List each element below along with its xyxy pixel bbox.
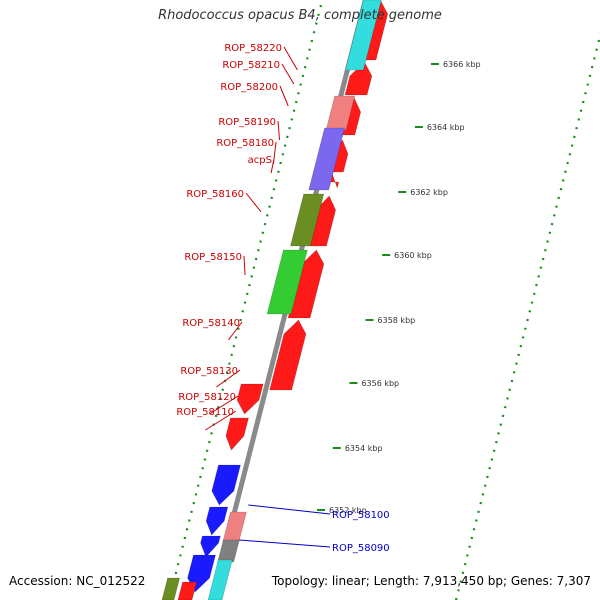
reverse-gene-arrow — [236, 383, 264, 415]
gene-label: ROP_58180 — [216, 138, 274, 149]
gene-label-leader — [248, 504, 331, 515]
scale-tick-label: 6354 kbp — [345, 444, 383, 453]
scale-tick-label: 6358 kbp — [378, 316, 416, 325]
scale-tick-label: 6352 kbp — [329, 506, 367, 515]
gene-label: ROP_58120 — [178, 392, 236, 403]
genome-title: Rhodococcus opacus B4, complete genome — [158, 8, 442, 23]
gene-label: ROP_58090 — [332, 543, 390, 554]
gene-label-leader — [205, 410, 237, 431]
gene-label: ROP_58200 — [220, 82, 278, 93]
reverse-gene-arrow — [205, 506, 229, 536]
gene-purple — [308, 127, 345, 191]
gene-label-leader — [239, 539, 331, 548]
scale-tick-label: 6366 kbp — [443, 60, 481, 69]
gene-label: ROP_58140 — [182, 318, 240, 329]
gc-track-outer — [454, 31, 600, 600]
reverse-gene-arrow — [200, 535, 221, 558]
gene-label: ROP_58110 — [176, 407, 234, 418]
gene-label: ROP_58190 — [218, 117, 276, 128]
gene-label-leader — [243, 255, 246, 276]
gene-olive — [161, 577, 181, 600]
gene-label: ROP_58160 — [186, 189, 244, 200]
accession-label: Accession: NC_012522 — [9, 574, 146, 588]
gene-label-leader — [209, 395, 239, 415]
gene-label-leader — [281, 63, 295, 85]
gene-green — [266, 249, 308, 315]
gene-cyan — [345, 0, 382, 71]
gene-label: ROP_58150 — [184, 252, 242, 263]
forward-gene-arrow — [269, 319, 307, 391]
gene-cyan — [207, 559, 233, 600]
gene-label-leader — [270, 158, 275, 174]
gene-label: ROP_58220 — [224, 43, 282, 54]
gene-label: ROP_58210 — [222, 60, 280, 71]
topology-label: Topology: linear; Length: 7,913,450 bp; … — [271, 574, 591, 588]
gene-label-leader — [283, 46, 298, 71]
scale-tick-label: 6364 kbp — [427, 123, 465, 132]
gene-red — [177, 581, 197, 600]
gene-label-leader — [277, 120, 281, 141]
scale-tick-label: 6356 kbp — [361, 379, 399, 388]
gene-label-leader — [228, 321, 243, 341]
reverse-gene-arrow — [225, 417, 249, 451]
gene-label-leader — [245, 192, 262, 213]
gene-label: ROP_58130 — [180, 366, 238, 377]
scale-tick-label: 6362 kbp — [410, 188, 448, 197]
gene-label: ROP_58100 — [332, 510, 390, 521]
gene-grey — [217, 539, 240, 563]
scale-tick-label: 6360 kbp — [394, 251, 432, 260]
gene-label-leader — [279, 85, 289, 107]
forward-gene-arrow — [344, 61, 373, 96]
gene-label-leader — [216, 369, 241, 388]
reverse-gene-arrow — [211, 464, 241, 506]
gene-pink — [222, 511, 247, 543]
gene-olive — [290, 193, 325, 247]
gene-label: acpS — [248, 155, 272, 166]
